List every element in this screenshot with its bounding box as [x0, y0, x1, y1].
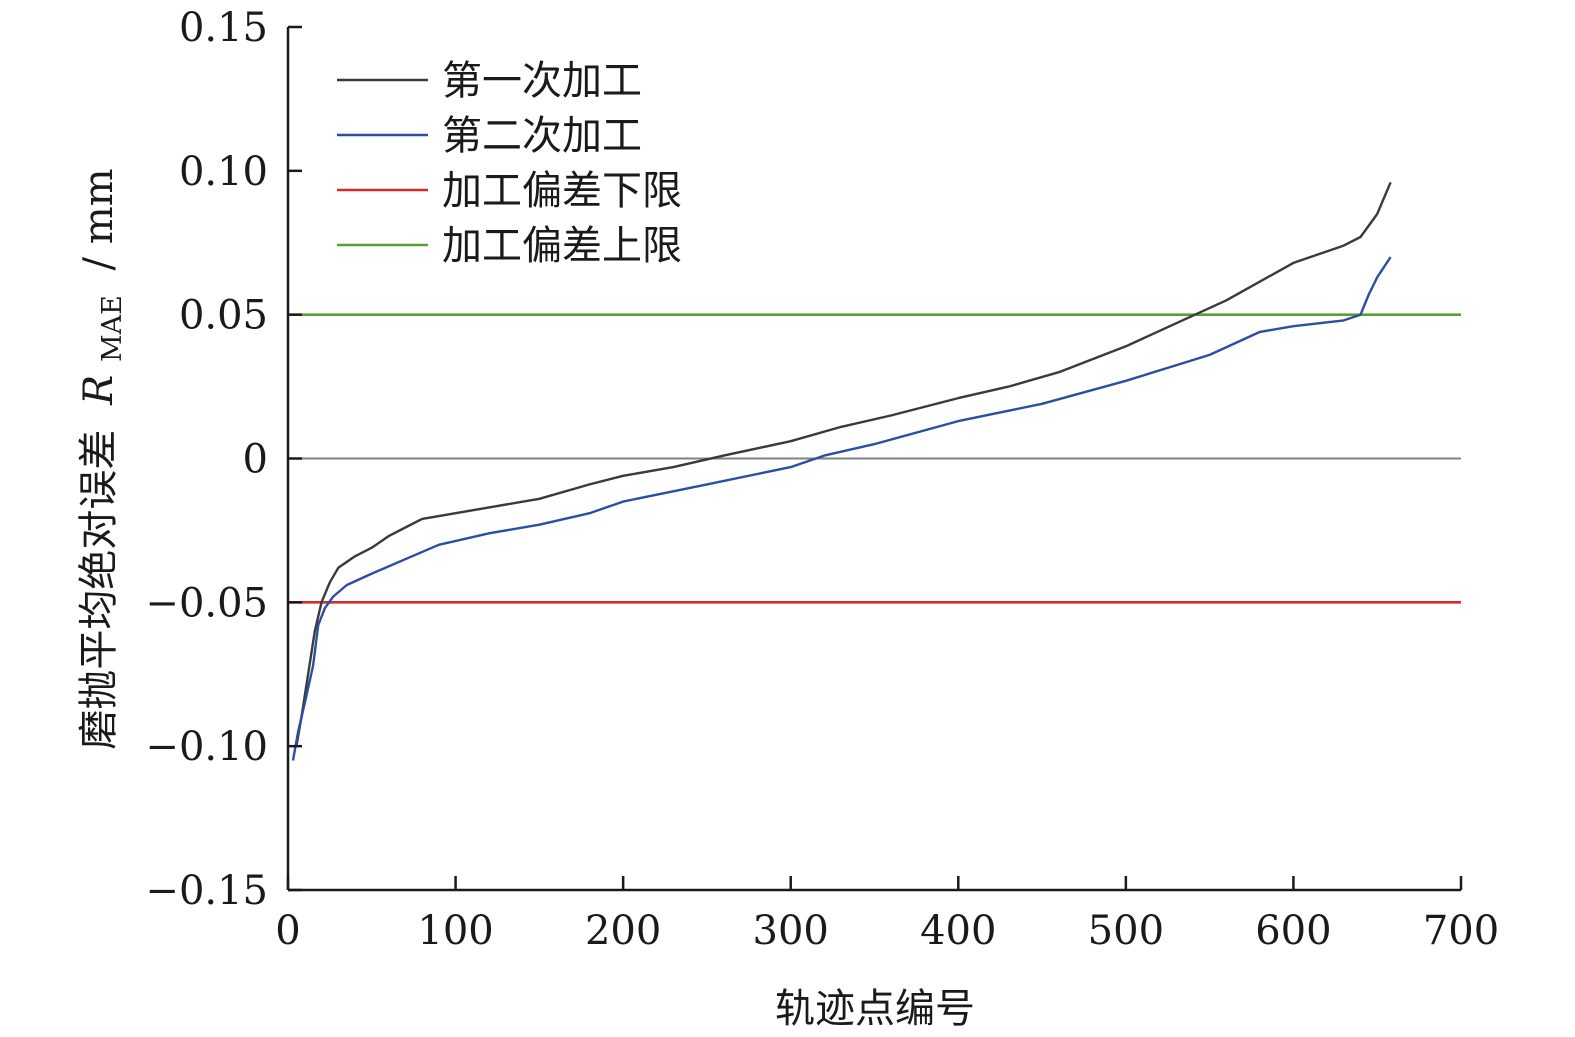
y-axis-title-subscript: MAE	[97, 295, 128, 362]
y-tick-label: −0.15	[145, 868, 268, 914]
y-axis-title-symbol: R	[76, 375, 122, 406]
y-axis-title: 磨抛平均绝对误差 R MAE / mm	[76, 168, 131, 749]
plot-area	[288, 181, 1461, 761]
x-tick-label: 200	[585, 908, 661, 954]
y-tick-label: −0.05	[145, 580, 268, 626]
y-axis-title-unit: / mm	[76, 168, 122, 270]
x-tick-label: 300	[753, 908, 829, 954]
legend-label-0: 第一次加工	[442, 58, 642, 104]
x-tick-label: 400	[920, 908, 996, 954]
series-line-0	[295, 181, 1392, 747]
y-tick-label: 0.05	[179, 293, 268, 339]
legend-label-3: 加工偏差上限	[442, 223, 682, 269]
y-axis-title-main: 磨抛平均绝对误差	[76, 430, 122, 750]
x-tick-label: 600	[1255, 908, 1331, 954]
x-tick-label: 500	[1088, 908, 1164, 954]
axes: −0.15 −0.10 −0.05 0 0.05 0.10 0.15 0 100 200 300 40…	[145, 5, 1499, 954]
legend-label-1: 第二次加工	[442, 113, 642, 159]
x-axis-title: 轨迹点编号	[775, 986, 975, 1032]
legend-label-2: 加工偏差下限	[442, 168, 682, 214]
x-tick-label: 700	[1423, 908, 1499, 954]
x-tick-label: 100	[417, 908, 493, 954]
y-tick-label: 0.10	[179, 149, 268, 195]
y-tick-label: 0.15	[179, 5, 268, 51]
x-tick-label: 0	[275, 908, 300, 954]
y-tick-label: 0	[243, 437, 268, 483]
series-line-1	[291, 256, 1392, 761]
y-tick-label: −0.10	[145, 724, 268, 770]
